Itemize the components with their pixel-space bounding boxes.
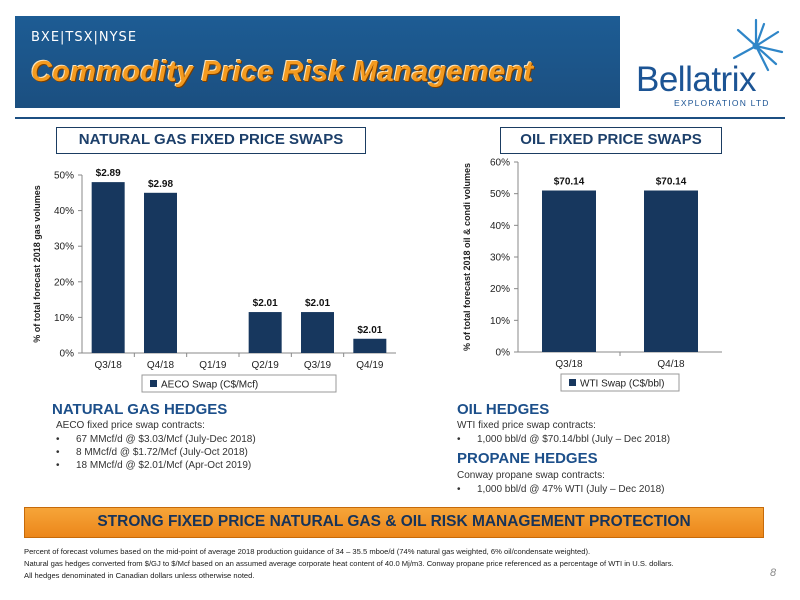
natural-gas-swaps-heading: NATURAL GAS FIXED PRICE SWAPS (56, 127, 366, 154)
data-label: $2.01 (305, 298, 330, 309)
data-label: $2.01 (357, 325, 382, 336)
y-axis-title: % of total forecast 2018 oil & condi vol… (462, 163, 472, 351)
oil-swaps-chart: 0% 10% 20% 30% 40% 50% 60% % of total forecast … (462, 158, 722, 392)
list-item: • 18 MMcf/d @ $2.01/Mcf (Apr-Oct 2019) (56, 460, 252, 471)
x-tick-label: Q4/18 (147, 360, 175, 371)
legend-label: AECO Swap (C$/Mcf) (161, 380, 258, 391)
data-label: $70.14 (656, 177, 687, 188)
bar (91, 182, 125, 353)
x-tick-label: Q4/19 (356, 360, 384, 371)
x-tick-label: Q4/18 (657, 359, 685, 370)
x-tick-label: Q3/18 (95, 360, 123, 371)
x-tick-label: Q3/19 (304, 360, 332, 371)
risk-management-banner: STRONG FIXED PRICE NATURAL GAS & OIL RIS… (24, 507, 764, 538)
star-burst-icon (732, 18, 784, 72)
oil-hedges-title: OIL HEDGES (457, 401, 550, 418)
data-label: $2.89 (96, 168, 121, 179)
y-tick-label: 0% (60, 349, 75, 360)
y-tick-label: 40% (54, 206, 74, 217)
y-tick-label: 10% (54, 313, 74, 324)
propane-hedges-intro: Conway propane swap contracts: (457, 470, 605, 481)
bar (301, 312, 334, 353)
list-item: • 67 MMcf/d @ $3.03/Mcf (July-Dec 2018) (56, 434, 256, 445)
header-divider (15, 117, 785, 119)
header-banner: BXE|TSX|NYSE Commodity Price Risk Manage… (15, 16, 620, 108)
bar (542, 190, 596, 352)
bullet-icon: • (56, 447, 60, 458)
bar (353, 338, 387, 353)
logo-subtitle: EXPLORATION LTD (674, 98, 770, 108)
logo-wordmark: Bellatrix (636, 60, 756, 99)
natural-gas-hedges-title: NATURAL GAS HEDGES (52, 401, 228, 418)
legend-box (141, 374, 337, 393)
list-item: • 1,000 bbl/d @ $70.14/bbl (July – Dec 20… (457, 434, 671, 445)
data-label: $2.98 (148, 179, 173, 190)
ticker-symbols: BXE|TSX|NYSE (31, 30, 138, 45)
footnote: Natural gas hedges converted from $/GJ t… (24, 559, 674, 568)
bullet-icon: • (56, 434, 60, 445)
oil-swaps-heading: OIL FIXED PRICE SWAPS (500, 127, 722, 154)
y-tick-label: 50% (54, 171, 74, 182)
legend-swatch (150, 380, 157, 387)
footnote: Percent of forecast volumes based on the… (24, 547, 591, 556)
company-logo: Bellatrix EXPLORATION LTD (636, 18, 786, 110)
y-tick-label: 40% (490, 221, 510, 232)
bullet-icon: • (56, 460, 60, 471)
legend-swatch (569, 379, 576, 386)
page-number: 8 (770, 567, 777, 579)
legend-label: WTI Swap (C$/bbl) (580, 379, 664, 390)
bullet-icon: • (457, 484, 461, 495)
y-tick-label: 30% (490, 253, 510, 264)
natural-gas-hedges-intro: AECO fixed price swap contracts: (56, 420, 205, 431)
y-tick-label: 20% (54, 277, 74, 288)
data-label: $70.14 (554, 177, 585, 188)
y-tick-label: 10% (490, 316, 510, 327)
list-item: • 8 MMcf/d @ $1.72/Mcf (July-Oct 2018) (56, 447, 248, 458)
data-label: $2.01 (253, 298, 278, 309)
bar (144, 192, 177, 353)
list-item: • 1,000 bbl/d @ 47% WTI (July – Dec 2018) (457, 484, 665, 495)
page-title: Commodity Price Risk Management (31, 56, 534, 88)
x-tick-label: Q1/19 (199, 360, 227, 371)
oil-hedges-intro: WTI fixed price swap contracts: (457, 420, 596, 431)
footnote: All hedges denominated in Canadian dolla… (24, 571, 255, 580)
y-tick-label: 20% (490, 284, 510, 295)
legend-box (560, 373, 680, 392)
y-tick-label: 60% (490, 158, 510, 169)
y-tick-label: 0% (496, 348, 511, 359)
y-axis-title: % of total forecast 2018 gas volumes (32, 185, 42, 343)
y-tick-label: 50% (490, 189, 510, 200)
x-tick-label: Q3/18 (555, 359, 583, 370)
y-tick-label: 30% (54, 242, 74, 253)
x-tick-label: Q2/19 (252, 360, 280, 371)
natural-gas-swaps-chart: 0% 10% 20% 30% 40% 50% % of total forecast 201… (32, 168, 396, 393)
bar (644, 190, 698, 352)
propane-hedges-title: PROPANE HEDGES (457, 450, 598, 467)
bullet-icon: • (457, 434, 461, 445)
bar (248, 312, 282, 353)
